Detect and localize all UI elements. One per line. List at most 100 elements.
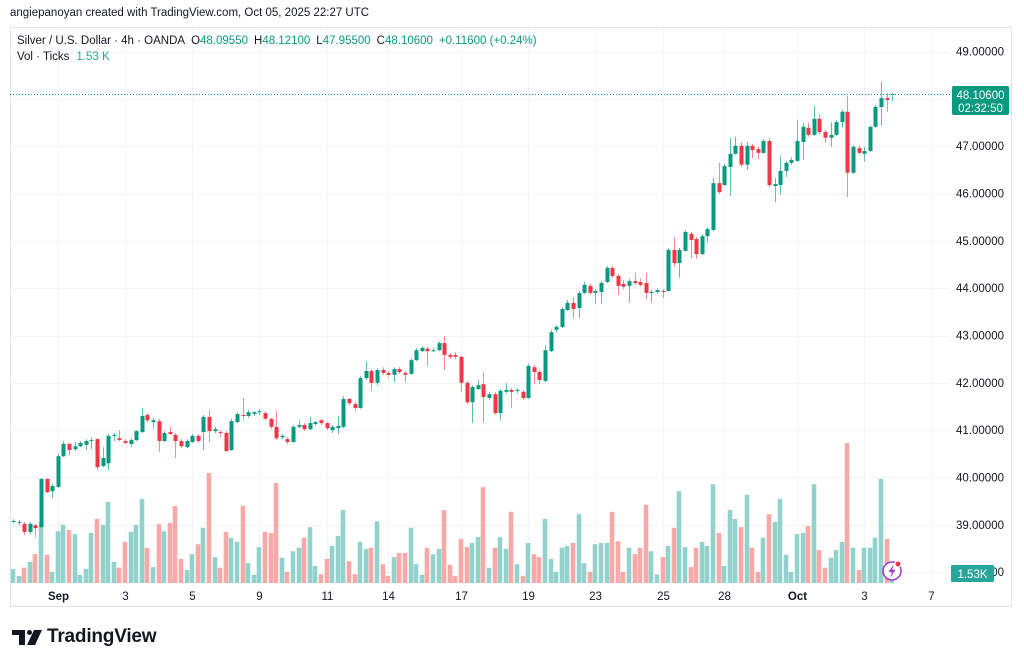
volume-bar [122, 541, 128, 583]
volume-bar [161, 531, 167, 583]
candle [806, 123, 811, 137]
candle-body [392, 369, 397, 375]
candle [168, 426, 173, 435]
volume-bar [335, 535, 341, 583]
x-tick-label: 28 [718, 591, 731, 603]
candle [638, 278, 643, 287]
volume-bar [256, 547, 262, 583]
volume-badge-bg [951, 565, 994, 582]
candle-body [655, 290, 660, 292]
low-label: L [316, 35, 323, 47]
candle [241, 397, 246, 421]
candle [526, 363, 531, 399]
candle [577, 291, 582, 319]
volume-indicator-title[interactable]: Vol · Ticks [17, 51, 70, 63]
candle-body [229, 421, 234, 451]
volume-bar [228, 537, 234, 583]
volume-bar [307, 527, 313, 583]
x-tick-label: 9 [256, 591, 262, 603]
candle-body [134, 431, 139, 441]
volume-bar [732, 518, 738, 583]
close-value: 48.10600 [384, 35, 433, 47]
volume-bar [100, 524, 106, 583]
candle-body [437, 343, 442, 351]
candle [677, 247, 682, 278]
candle-body [756, 149, 761, 153]
candle-body [605, 267, 610, 283]
candle-body [476, 385, 481, 389]
symbol-title[interactable]: Silver / U.S. Dollar · 4h · OANDA [17, 35, 186, 47]
candle [89, 437, 94, 450]
candle [381, 367, 386, 375]
candle [717, 162, 722, 195]
candle [722, 163, 727, 186]
candle [773, 177, 778, 203]
candle [269, 417, 274, 430]
candle [873, 105, 878, 128]
candle [319, 418, 324, 425]
candle-body [28, 523, 33, 532]
volume-bar [324, 558, 330, 583]
y-tick-label: 42.00000 [956, 378, 1004, 390]
volume-bar [469, 543, 475, 583]
candle-body [297, 424, 302, 427]
candle [414, 347, 419, 362]
candle [666, 247, 671, 292]
candle-body [33, 525, 38, 529]
volume-badge: 1.53K [951, 565, 994, 582]
candle-body [84, 441, 89, 445]
last-price-badge-bg [952, 86, 1009, 115]
volume-bar [413, 564, 419, 583]
x-tick-label: 3 [122, 591, 128, 603]
candle-body [644, 282, 649, 293]
candle-body [185, 441, 190, 448]
candle-body [571, 302, 576, 310]
candle [890, 93, 895, 102]
candle [442, 335, 447, 371]
volume-bar [760, 537, 766, 583]
candle [711, 177, 716, 231]
candle-body [487, 394, 492, 398]
volume-bar [21, 567, 27, 583]
candle-body [857, 148, 862, 153]
candle-body [711, 183, 716, 230]
lightning-icon[interactable] [882, 560, 902, 581]
bar-countdown: 02:32:50 [958, 103, 1003, 115]
volume-bar [273, 483, 279, 583]
candle-body [840, 111, 845, 123]
candle [61, 441, 66, 458]
candle-body [750, 145, 755, 151]
volume-bar [772, 521, 778, 583]
candle [17, 520, 22, 526]
candle-body [347, 398, 352, 404]
candle-body [851, 146, 856, 173]
time-scale[interactable] [10, 586, 950, 607]
volume-bar [884, 538, 890, 583]
volume-bar [654, 574, 660, 583]
candle [369, 369, 374, 391]
candle-body [661, 291, 666, 293]
candle-body [56, 456, 61, 487]
volume-bar [128, 531, 134, 583]
volume-bar [167, 523, 173, 583]
volume-bar [279, 557, 285, 583]
candle [868, 124, 873, 152]
candle [173, 432, 178, 459]
candle [537, 370, 542, 385]
candle-body [353, 404, 358, 408]
volume-bar [447, 564, 453, 583]
volume-bar [301, 537, 307, 583]
attribution-text: angiepanoyan created with TradingView.co… [10, 7, 370, 19]
volume-bar [44, 554, 50, 583]
candle-body [330, 426, 335, 431]
candle [358, 376, 363, 409]
candle-body [39, 478, 44, 528]
candle [879, 81, 884, 126]
y-tick-label: 47.00000 [956, 141, 1004, 153]
volume-bar [262, 531, 268, 583]
volume-bar [671, 527, 677, 583]
candle-body [257, 411, 262, 413]
candle-body [89, 440, 94, 442]
volume-bar [850, 547, 856, 583]
